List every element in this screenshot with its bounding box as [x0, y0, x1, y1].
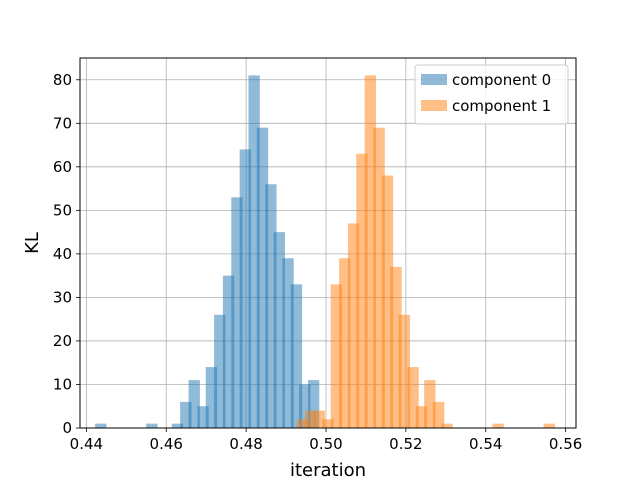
histogram-bar: [231, 197, 243, 428]
y-tick-label: 60: [53, 158, 72, 176]
histogram-bar: [432, 401, 445, 428]
histogram-bar: [415, 406, 428, 428]
x-tick-label: 0.46: [150, 435, 183, 453]
y-tick-label: 40: [53, 245, 72, 263]
histogram-bar: [214, 314, 226, 428]
histogram-bar: [256, 127, 269, 428]
x-tick-label: 0.48: [229, 435, 262, 453]
histogram-bar: [441, 423, 453, 428]
y-tick-label: 80: [53, 71, 72, 89]
y-axis-label: KL: [22, 232, 43, 254]
legend-swatch: [421, 100, 447, 111]
histogram-bar: [265, 184, 277, 428]
histogram-bar: [299, 384, 311, 428]
histogram-bar: [492, 423, 504, 428]
histogram-bar: [282, 258, 294, 428]
y-tick-label: 20: [53, 332, 72, 350]
histogram-bar: [171, 423, 184, 428]
x-tick-label: 0.44: [70, 435, 103, 453]
histogram-bar: [381, 175, 394, 428]
y-axis-ticks: 0 10 20 30 40 50 60 70 80: [53, 71, 80, 437]
legend-label: component 0: [452, 71, 551, 89]
histogram-bar: [407, 367, 419, 428]
histogram-bar: [248, 75, 260, 428]
histogram-bar: [95, 423, 107, 428]
histogram-bar: [364, 75, 377, 428]
y-tick-label: 0: [62, 419, 72, 437]
y-tick-label: 30: [53, 288, 72, 306]
histogram-bar: [146, 423, 158, 428]
y-tick-label: 50: [53, 201, 72, 219]
histogram-bar: [424, 380, 436, 428]
series-0-bars: [95, 75, 320, 429]
histogram-bar: [322, 419, 334, 428]
x-tick-label: 0.50: [309, 435, 342, 453]
plot-frame: [79, 57, 577, 429]
histogram-bar: [296, 419, 309, 428]
histogram-bar: [398, 314, 410, 428]
legend-label: component 1: [452, 97, 551, 115]
x-tick-label: 0.56: [549, 435, 582, 453]
histogram-bar: [330, 284, 343, 428]
histogram-bar: [307, 380, 320, 428]
y-tick-label: 10: [53, 375, 72, 393]
legend-box: [414, 64, 569, 125]
y-tick-label: 70: [53, 114, 72, 132]
histogram-bar: [290, 284, 303, 428]
histogram-bar: [543, 423, 555, 428]
x-axis-ticks: 0.44 0.46 0.48 0.50 0.52 0.54 0.56: [70, 428, 582, 453]
histogram-bar: [239, 149, 252, 429]
histogram-bar: [347, 223, 360, 428]
histogram-bar: [356, 153, 368, 428]
legend: component 0 component 1: [414, 64, 569, 125]
histogram-bar: [197, 406, 209, 428]
x-tick-label: 0.52: [389, 435, 422, 453]
histogram-bar: [339, 258, 351, 428]
x-axis-label: iteration: [290, 460, 366, 480]
histogram-bar: [313, 410, 325, 428]
legend-swatch: [421, 74, 447, 85]
histogram-bar: [180, 401, 192, 428]
histogram-bar: [273, 232, 285, 428]
x-tick-label: 0.54: [469, 435, 502, 453]
histogram-bar: [222, 275, 235, 428]
histogram-bar: [188, 380, 200, 428]
histogram-bar: [373, 127, 385, 428]
histogram-bar: [305, 410, 317, 428]
series-1-bars: [296, 75, 555, 428]
histogram-bar: [205, 367, 218, 428]
histogram-bars: [95, 75, 555, 429]
histogram-bar: [390, 266, 402, 428]
